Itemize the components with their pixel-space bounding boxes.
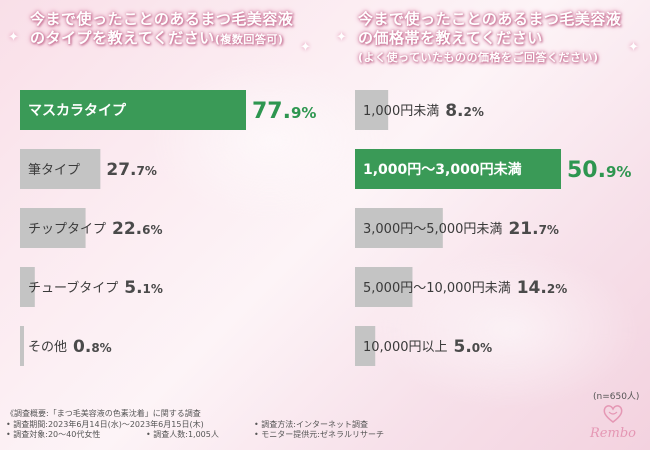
bar-0-3 xyxy=(20,267,35,307)
sparkle-icon: ✦ xyxy=(628,40,639,55)
value-integer: 77. xyxy=(252,99,291,124)
chart-title-left: 今まで使ったことのあるまつ毛美容液 のタイプを教えてください(複数回答可) xyxy=(30,10,320,49)
chart-title-right: 今まで使ったことのあるまつ毛美容液 の価格帯を教えてください (よく使っていたも… xyxy=(358,10,648,67)
value-label: 50.9% xyxy=(567,158,631,183)
bar-0-1 xyxy=(20,149,101,189)
bar-1-2 xyxy=(355,208,443,248)
category-label: 5,000円〜10,000円未満 xyxy=(363,281,511,296)
survey-provider: • モニター提供元:ゼネラルリサーチ xyxy=(254,430,384,439)
value-label: 5.0% xyxy=(454,337,493,357)
value-label: 0.8% xyxy=(73,337,112,357)
survey-period: • 調査期間:2023年6月14日(水)〜2023年6月15日(木) xyxy=(6,419,204,429)
value-integer: 5. xyxy=(124,278,142,298)
category-label: 筆タイプ xyxy=(28,163,80,178)
chart-title-note: (複数回答可) xyxy=(214,33,284,46)
value-unit: % xyxy=(301,104,316,122)
sample-size-note: (n=650人) xyxy=(593,392,640,402)
value-integer: 22. xyxy=(112,219,142,239)
value-integer: 50. xyxy=(567,158,606,183)
value-label: 14.2% xyxy=(517,278,568,298)
value-unit: % xyxy=(616,163,631,181)
chart-title-line: の価格帯を教えてください xyxy=(358,29,543,47)
value-unit: % xyxy=(555,282,567,296)
value-label: 77.9% xyxy=(252,99,316,124)
category-label: 1,000円〜3,000円未満 xyxy=(363,161,522,178)
survey-target: • 調査対象:20〜40代女性 xyxy=(6,430,101,439)
value-unit: % xyxy=(100,341,112,355)
bar-1-1 xyxy=(355,149,561,189)
bar-0-0 xyxy=(20,90,246,130)
value-decimal: 1 xyxy=(143,282,151,296)
value-label: 27.7% xyxy=(106,160,157,180)
value-decimal: 2 xyxy=(464,105,472,119)
chart-title-line: 今まで使ったことのあるまつ毛美容液 xyxy=(30,10,294,28)
survey-count: • 調査人数:1,005人 xyxy=(146,430,219,439)
brand-logo: Rembo xyxy=(590,404,636,441)
value-label: 22.6% xyxy=(112,219,163,239)
sparkle-icon: ✦ xyxy=(336,30,347,45)
value-unit: % xyxy=(480,341,492,355)
chart-title-line: 今まで使ったことのあるまつ毛美容液 xyxy=(358,10,622,28)
value-integer: 14. xyxy=(517,278,547,298)
background-glow xyxy=(380,250,640,410)
heart-eye-logo-icon xyxy=(603,405,623,423)
value-unit: % xyxy=(547,223,559,237)
survey-overview: 《調査概要:「まつ毛美容液の色素沈着」に関する調査 xyxy=(6,409,201,418)
chart-title-line-text: のタイプを教えてください xyxy=(30,29,215,47)
value-unit: % xyxy=(472,105,484,119)
logo-text: Rembo xyxy=(590,426,636,441)
value-decimal: 6 xyxy=(142,223,150,237)
value-decimal: 2 xyxy=(547,282,555,296)
chart-title-line: のタイプを教えてください(複数回答可) xyxy=(30,29,320,49)
value-label: 5.1% xyxy=(124,278,163,298)
value-decimal: 0 xyxy=(472,341,480,355)
chart-title-note: (よく使っていたものの価格をご回答ください) xyxy=(358,51,599,64)
value-integer: 21. xyxy=(508,219,538,239)
value-unit: % xyxy=(151,282,163,296)
value-integer: 8. xyxy=(445,101,463,121)
value-decimal: 9 xyxy=(291,104,301,122)
sparkle-icon: ✦ xyxy=(8,30,19,45)
value-unit: % xyxy=(145,164,157,178)
bar-1-0 xyxy=(355,90,389,130)
background-glow xyxy=(150,60,390,220)
category-label: マスカラタイプ xyxy=(28,103,127,119)
value-decimal: 8 xyxy=(91,341,99,355)
value-label: 8.2% xyxy=(445,101,484,121)
category-label: チューブタイプ xyxy=(28,280,118,296)
bar-0-2 xyxy=(20,208,86,248)
category-label: チップタイプ xyxy=(28,222,106,237)
value-decimal: 7 xyxy=(136,164,144,178)
value-unit: % xyxy=(151,223,163,237)
value-integer: 27. xyxy=(106,160,136,180)
value-integer: 5. xyxy=(454,337,472,357)
category-label: 3,000円〜5,000円未満 xyxy=(363,222,502,237)
category-label: 1,000円未満 xyxy=(363,104,439,119)
bar-1-3 xyxy=(355,267,413,307)
sparkle-icon: ✦ xyxy=(300,40,311,55)
bar-1-4 xyxy=(355,326,376,366)
survey-method: • 調査方法:インターネット調査 xyxy=(254,419,368,429)
bar-0-4 xyxy=(20,326,24,366)
value-integer: 0. xyxy=(73,337,91,357)
value-decimal: 7 xyxy=(539,223,547,237)
value-decimal: 9 xyxy=(606,163,616,181)
category-label: その他 xyxy=(28,340,67,355)
category-label: 10,000円以上 xyxy=(363,340,448,355)
value-label: 21.7% xyxy=(508,219,559,239)
